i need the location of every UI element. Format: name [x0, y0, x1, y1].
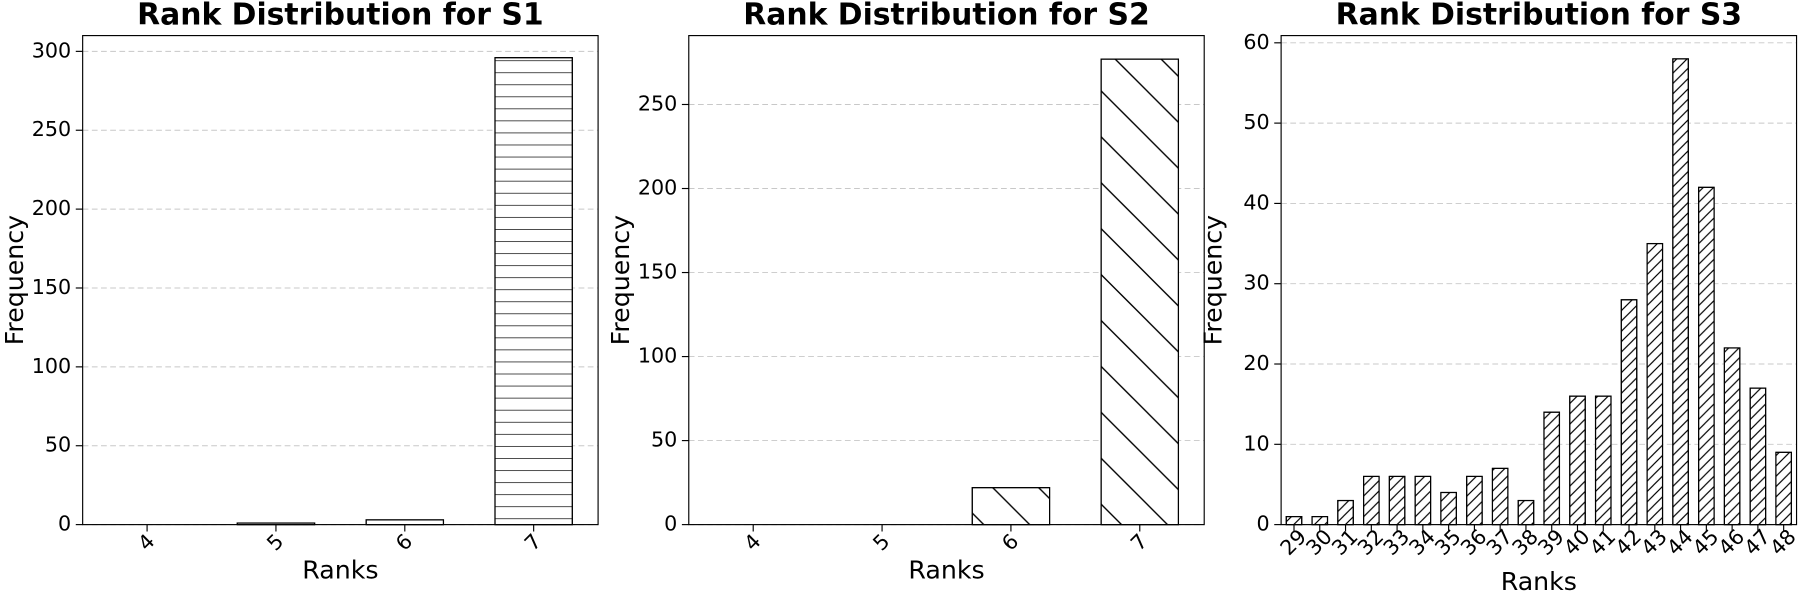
axes-frame — [82, 35, 599, 526]
chart-title: Rank Distribution for S2 — [743, 0, 1149, 33]
y-tick-label: 20 — [1243, 351, 1269, 375]
bar-hatch — [971, 487, 1051, 526]
y-tick-label: 250 — [32, 117, 71, 141]
bar-hatch — [1440, 491, 1457, 526]
chart-title: Rank Distribution for S3 — [1336, 0, 1742, 33]
y-axis-label: Frequency — [1199, 215, 1228, 345]
y-tick-label: 50 — [1243, 110, 1269, 134]
bar-hatch — [1569, 395, 1586, 526]
y-tick-label: 10 — [1243, 431, 1269, 455]
bar-hatch — [1414, 475, 1432, 526]
x-axis-label: Ranks — [302, 556, 378, 585]
y-tick-label: 150 — [638, 260, 677, 284]
bar-hatch — [494, 57, 573, 526]
bar-hatch — [1698, 186, 1715, 526]
x-tick-label: 5 — [868, 529, 894, 555]
bar-hatch — [1646, 242, 1664, 526]
y-tick-label: 0 — [664, 512, 677, 536]
bar-hatch — [1491, 467, 1509, 526]
y-tick-label: 0 — [1256, 512, 1269, 536]
bar-hatch — [1517, 499, 1535, 526]
bar-hatch — [1672, 58, 1689, 526]
bar-hatch — [1749, 387, 1767, 526]
y-tick-label: 300 — [32, 38, 71, 62]
y-tick-label: 250 — [638, 91, 677, 115]
bar-hatch — [1388, 475, 1406, 526]
x-tick-label: 6 — [997, 529, 1023, 555]
y-tick-label: 50 — [45, 433, 71, 457]
x-tick-label: 4 — [739, 529, 765, 555]
bar-hatch — [365, 519, 445, 526]
bar-hatch — [1285, 516, 1303, 526]
x-tick-label: 4 — [133, 529, 159, 555]
y-tick-label: 100 — [638, 344, 677, 368]
bar-hatch — [1620, 299, 1638, 526]
bar-hatch — [1543, 411, 1561, 526]
x-axis-label: Ranks — [1501, 567, 1577, 596]
bar-hatch — [1594, 395, 1612, 526]
y-tick-label: 60 — [1243, 30, 1269, 54]
y-tick-label: 100 — [32, 354, 71, 378]
bar-hatch — [1775, 451, 1792, 526]
x-tick-label: 6 — [391, 529, 417, 555]
y-tick-label: 0 — [58, 512, 71, 536]
bar-hatch — [1466, 475, 1483, 526]
bar-hatch — [1723, 347, 1741, 526]
x-axis-label: Ranks — [908, 556, 984, 585]
y-tick-label: 50 — [651, 428, 677, 452]
bar-hatch — [1311, 516, 1329, 526]
bar-hatch — [1100, 58, 1180, 526]
x-tick-label: 5 — [262, 529, 288, 555]
bar-hatch — [1337, 499, 1354, 526]
axes-frame — [688, 35, 1205, 526]
y-tick-label: 200 — [638, 176, 677, 200]
x-tick-label: 7 — [520, 529, 546, 555]
y-tick-label: 150 — [32, 275, 71, 299]
x-tick-label: 7 — [1126, 529, 1152, 555]
y-axis-label: Frequency — [0, 215, 29, 345]
y-axis-label: Frequency — [606, 215, 635, 345]
axes-frame — [1280, 35, 1798, 526]
y-tick-label: 30 — [1243, 271, 1269, 295]
x-tick-label: 48 — [1765, 524, 1800, 560]
bar-hatch — [1363, 475, 1380, 526]
chart-title: Rank Distribution for S1 — [137, 0, 543, 33]
y-tick-label: 200 — [32, 196, 71, 220]
y-tick-label: 40 — [1243, 190, 1269, 214]
